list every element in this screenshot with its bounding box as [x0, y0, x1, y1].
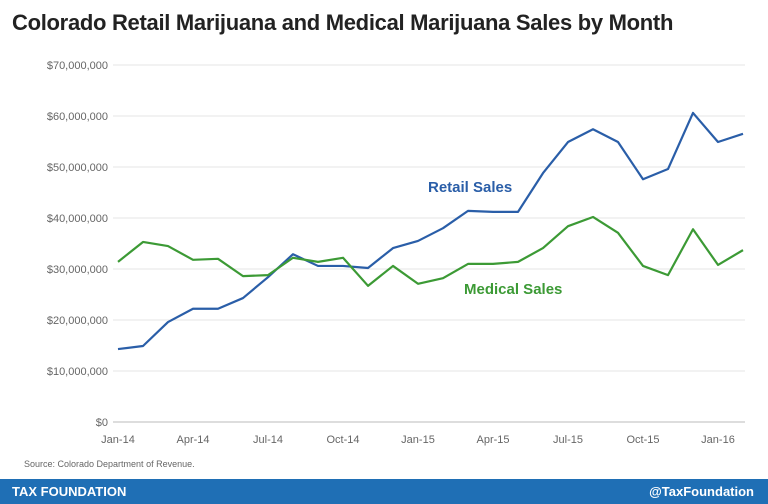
x-tick-label: Jan-16	[701, 434, 735, 446]
chart-title: Colorado Retail Marijuana and Medical Ma…	[12, 10, 674, 35]
y-tick-label: $60,000,000	[47, 111, 108, 123]
line-chart: $0 $10,000,000 $20,000,000 $30,000,000 $40,0…	[47, 60, 745, 446]
series-label: Medical Sales	[464, 281, 562, 298]
x-tick-label: Jul-14	[253, 434, 283, 446]
x-tick-label: Jan-15	[401, 434, 435, 446]
series-label: Retail Sales	[428, 179, 512, 196]
twitter-handle[interactable]: @TaxFoundation	[649, 484, 754, 499]
x-tick-label: Apr-15	[476, 434, 509, 446]
y-tick-label: $10,000,000	[47, 366, 108, 378]
series-line-medical-sales	[117, 215, 744, 287]
series-line-retail-sales	[117, 111, 744, 351]
source-note: Source: Colorado Department of Revenue.	[24, 459, 195, 469]
x-tick-label: Oct-15	[626, 434, 659, 446]
brand-logo: TAX FOUNDATION	[12, 484, 127, 499]
x-tick-label: Oct-14	[326, 434, 359, 446]
y-tick-label: $20,000,000	[47, 315, 108, 327]
y-tick-label: $70,000,000	[47, 60, 108, 72]
y-tick-label: $40,000,000	[47, 213, 108, 225]
footer-bar: TAX FOUNDATION @TaxFoundation	[0, 479, 768, 504]
y-tick-label: $0	[96, 417, 108, 429]
x-tick-label: Apr-14	[176, 434, 209, 446]
y-tick-label: $30,000,000	[47, 264, 108, 276]
y-tick-label: $50,000,000	[47, 162, 108, 174]
x-tick-label: Jul-15	[553, 434, 583, 446]
x-tick-label: Jan-14	[101, 434, 135, 446]
